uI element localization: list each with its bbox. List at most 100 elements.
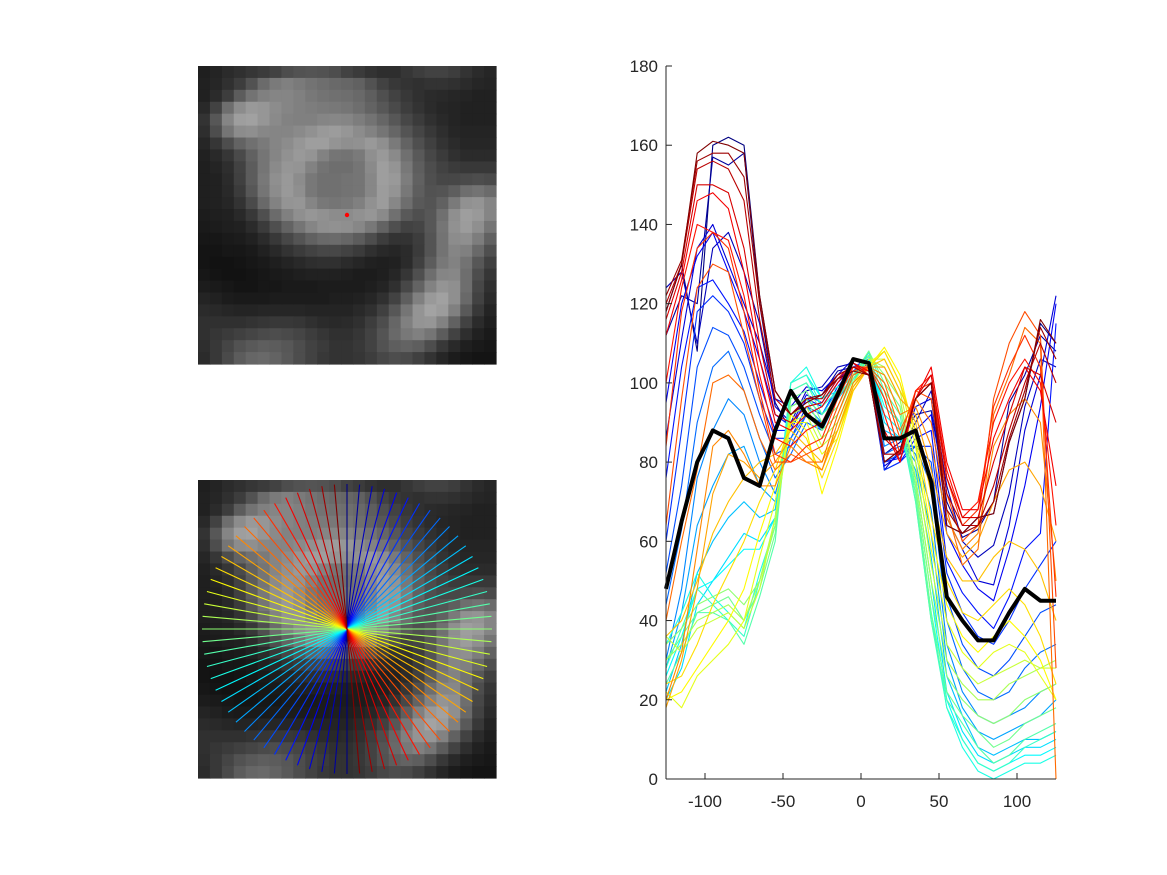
radial-image-pixel bbox=[412, 611, 426, 624]
intensity-image-pixel bbox=[245, 197, 259, 210]
radial-image-pixel bbox=[209, 694, 223, 708]
radial-image-pixel bbox=[484, 682, 497, 696]
intensity-image-pixel bbox=[388, 149, 402, 162]
radial-image-pixel bbox=[472, 480, 485, 493]
intensity-image-pixel bbox=[352, 268, 366, 282]
intensity-image-pixel bbox=[305, 220, 318, 234]
intensity-image-pixel bbox=[472, 268, 485, 282]
intensity-image-pixel bbox=[245, 113, 259, 127]
intensity-image-pixel bbox=[472, 89, 485, 103]
intensity-image-pixel bbox=[209, 125, 223, 139]
radial-image-pixel bbox=[424, 730, 437, 743]
intensity-image-pixel bbox=[484, 125, 497, 139]
radial-image-pixel bbox=[269, 754, 283, 767]
intensity-image-pixel bbox=[317, 77, 330, 91]
radial-image-pixel bbox=[293, 718, 306, 731]
intensity-image-pixel bbox=[472, 161, 485, 174]
intensity-image-pixel bbox=[400, 244, 414, 258]
radial-image-pixel bbox=[233, 742, 247, 755]
radial-image-pixel bbox=[329, 480, 342, 493]
radial-image-pixel bbox=[233, 539, 247, 553]
intensity-image-pixel bbox=[352, 209, 366, 222]
radial-image-pixel bbox=[221, 503, 235, 517]
y-tick-label: 160 bbox=[630, 136, 658, 155]
intensity-image-pixel bbox=[209, 113, 223, 127]
intensity-image-pixel bbox=[448, 328, 461, 341]
intensity-image-pixel bbox=[364, 161, 378, 174]
intensity-image-pixel bbox=[281, 66, 294, 79]
intensity-image-pixel bbox=[198, 220, 211, 234]
intensity-image-pixel bbox=[245, 304, 259, 317]
intensity-image-pixel bbox=[448, 101, 461, 115]
intensity-image-pixel bbox=[364, 173, 378, 186]
intensity-image-pixel bbox=[460, 268, 473, 282]
intensity-image-pixel bbox=[209, 232, 223, 246]
intensity-image-pixel bbox=[412, 161, 426, 174]
intensity-image-pixel bbox=[293, 304, 306, 317]
intensity-image-pixel bbox=[329, 232, 342, 246]
intensity-image-pixel bbox=[221, 101, 235, 115]
intensity-image-pixel bbox=[376, 173, 390, 186]
radial-image-pixel bbox=[209, 658, 223, 672]
radial-image-pixel bbox=[257, 551, 271, 565]
intensity-image-pixel bbox=[317, 89, 330, 103]
intensity-image-pixel bbox=[281, 197, 294, 210]
profile-series-line bbox=[665, 366, 1057, 708]
radial-image-pixel bbox=[388, 480, 402, 493]
intensity-image-pixel bbox=[305, 197, 318, 210]
intensity-image-pixel bbox=[484, 244, 497, 258]
radial-image-pixel bbox=[400, 539, 414, 553]
radial-image-pixel bbox=[281, 491, 294, 505]
radial-image-pixel bbox=[305, 515, 318, 529]
radial-image-pixel bbox=[484, 491, 497, 505]
radial-image-pixel bbox=[245, 491, 259, 505]
radial-image-pixel bbox=[221, 611, 235, 624]
intensity-image-pixel bbox=[269, 113, 283, 127]
intensity-image-pixel bbox=[412, 220, 426, 234]
radial-image-pixel bbox=[221, 754, 235, 767]
intensity-image-pixel bbox=[317, 304, 330, 317]
radial-image-pixel bbox=[376, 670, 390, 684]
intensity-image-pixel bbox=[305, 173, 318, 186]
radial-image-pixel bbox=[388, 718, 402, 731]
intensity-image-pixel bbox=[341, 161, 354, 174]
intensity-image-pixel bbox=[352, 352, 366, 365]
intensity-image-pixel bbox=[424, 232, 437, 246]
radial-image-pixel bbox=[460, 611, 473, 624]
radial-image-pixel bbox=[233, 503, 247, 517]
intensity-image-pixel bbox=[257, 220, 271, 234]
intensity-image-pixel bbox=[341, 173, 354, 186]
radial-image-pixel bbox=[424, 658, 437, 672]
radial-image-pixel bbox=[472, 682, 485, 696]
intensity-image-pixel bbox=[198, 280, 211, 294]
intensity-image-pixel bbox=[388, 304, 402, 317]
intensity-image-pixel bbox=[364, 77, 378, 91]
intensity-image-pixel bbox=[448, 256, 461, 270]
intensity-image-pixel bbox=[460, 197, 473, 210]
intensity-image-pixel bbox=[484, 352, 497, 365]
intensity-image-pixel bbox=[460, 77, 473, 91]
intensity-image-pixel bbox=[305, 352, 318, 365]
intensity-image-pixel bbox=[245, 352, 259, 365]
radial-image-pixel bbox=[412, 491, 426, 505]
radial-image-pixel bbox=[233, 694, 247, 708]
radial-image-pixel bbox=[281, 503, 294, 517]
intensity-image-pixel bbox=[436, 173, 449, 186]
intensity-image-pixel bbox=[448, 125, 461, 139]
intensity-image-pixel bbox=[305, 113, 318, 127]
intensity-image-pixel bbox=[293, 125, 306, 139]
intensity-image-pixel bbox=[472, 292, 485, 305]
radial-image-pixel bbox=[269, 742, 283, 755]
radial-image-pixel bbox=[472, 730, 485, 743]
radial-image-pixel bbox=[484, 539, 497, 553]
radial-image-pixel bbox=[484, 503, 497, 517]
intensity-image-pixel bbox=[448, 292, 461, 305]
intensity-image-pixel bbox=[257, 197, 271, 210]
intensity-image-pixel bbox=[388, 77, 402, 91]
intensity-image-pixel bbox=[293, 352, 306, 365]
intensity-image-pixel bbox=[233, 280, 247, 294]
radial-image-pixel bbox=[269, 611, 283, 624]
intensity-image-pixel bbox=[412, 101, 426, 115]
intensity-image-pixel bbox=[198, 352, 211, 365]
radial-image-pixel bbox=[209, 539, 223, 553]
